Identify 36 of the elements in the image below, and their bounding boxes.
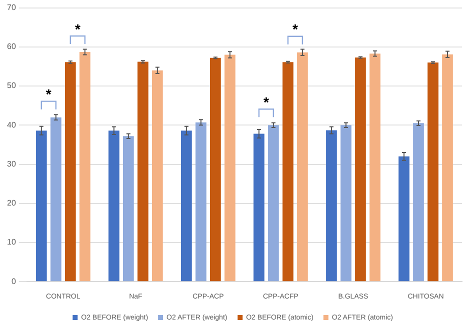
y-tick-label: 50: [6, 81, 16, 90]
bar: [282, 62, 294, 282]
y-tick-label: 30: [6, 159, 16, 168]
bar: [268, 125, 279, 282]
bar: [210, 58, 221, 282]
bar: [36, 130, 47, 282]
annotation: *: [74, 20, 81, 37]
bar: [326, 130, 337, 282]
bar: [180, 130, 192, 282]
bar: [370, 54, 380, 282]
bar: [340, 125, 352, 282]
y-tick-label: 10: [6, 238, 16, 247]
bar: [108, 130, 120, 282]
bar: [355, 57, 366, 282]
y-tick-label: 70: [6, 3, 16, 12]
y-tick-label: 0: [11, 276, 16, 286]
bar: [428, 62, 438, 282]
bar: [64, 62, 76, 282]
bar: [50, 117, 62, 282]
annotation: *: [292, 21, 298, 38]
annotation: *: [263, 94, 270, 110]
bar: [79, 52, 90, 282]
bar: [297, 52, 308, 282]
bar: [442, 54, 453, 282]
bar: [196, 122, 206, 282]
y-tick-label: 60: [6, 42, 16, 52]
bar: [137, 62, 148, 282]
bar: [398, 156, 410, 282]
bar: [254, 134, 264, 282]
bar: [152, 70, 163, 282]
y-tick-label: 40: [6, 120, 16, 130]
bar: [413, 123, 424, 282]
bar: [224, 54, 236, 282]
bar: [122, 136, 134, 282]
y-tick-label: 20: [6, 198, 16, 208]
annotation: *: [46, 86, 52, 102]
